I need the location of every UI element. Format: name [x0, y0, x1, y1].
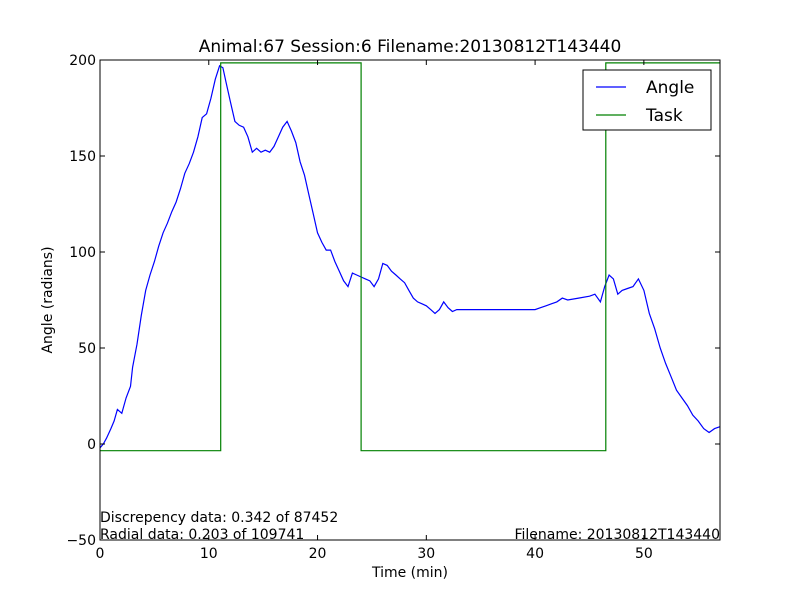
legend-label-angle: Angle	[646, 78, 694, 98]
x-tick-label: 40	[526, 546, 544, 562]
y-tick-label: 150	[69, 149, 96, 165]
x-tick-label: 10	[200, 546, 218, 562]
y-tick-label: 50	[78, 341, 96, 357]
y-axis-label: Angle (radians)	[40, 246, 56, 353]
x-tick-label: 50	[635, 546, 653, 562]
y-tick-label: −50	[66, 533, 96, 549]
annotation-filename: Filename: 20130812T143440	[514, 527, 720, 543]
annotation-radial: Radial data: 0.203 of 109741	[100, 527, 304, 543]
x-tick-label: 20	[309, 546, 327, 562]
y-tick-label: 200	[69, 53, 96, 69]
plot-frame	[99, 59, 721, 541]
legend-label-task: Task	[645, 106, 683, 126]
y-tick-label: 100	[69, 245, 96, 261]
x-tick-label: 0	[96, 546, 105, 562]
legend-frame	[582, 69, 712, 131]
chart-title: Animal:67 Session:6 Filename:20130812T14…	[199, 37, 622, 57]
annotation-discrepancy: Discrepency data: 0.342 of 87452	[100, 510, 338, 526]
x-tick-label: 30	[417, 546, 435, 562]
y-tick-label: 0	[87, 437, 96, 453]
legend: Angle Task	[582, 69, 712, 131]
x-axis-label: Time (min)	[371, 565, 448, 581]
series-line-angle	[99, 64, 721, 449]
